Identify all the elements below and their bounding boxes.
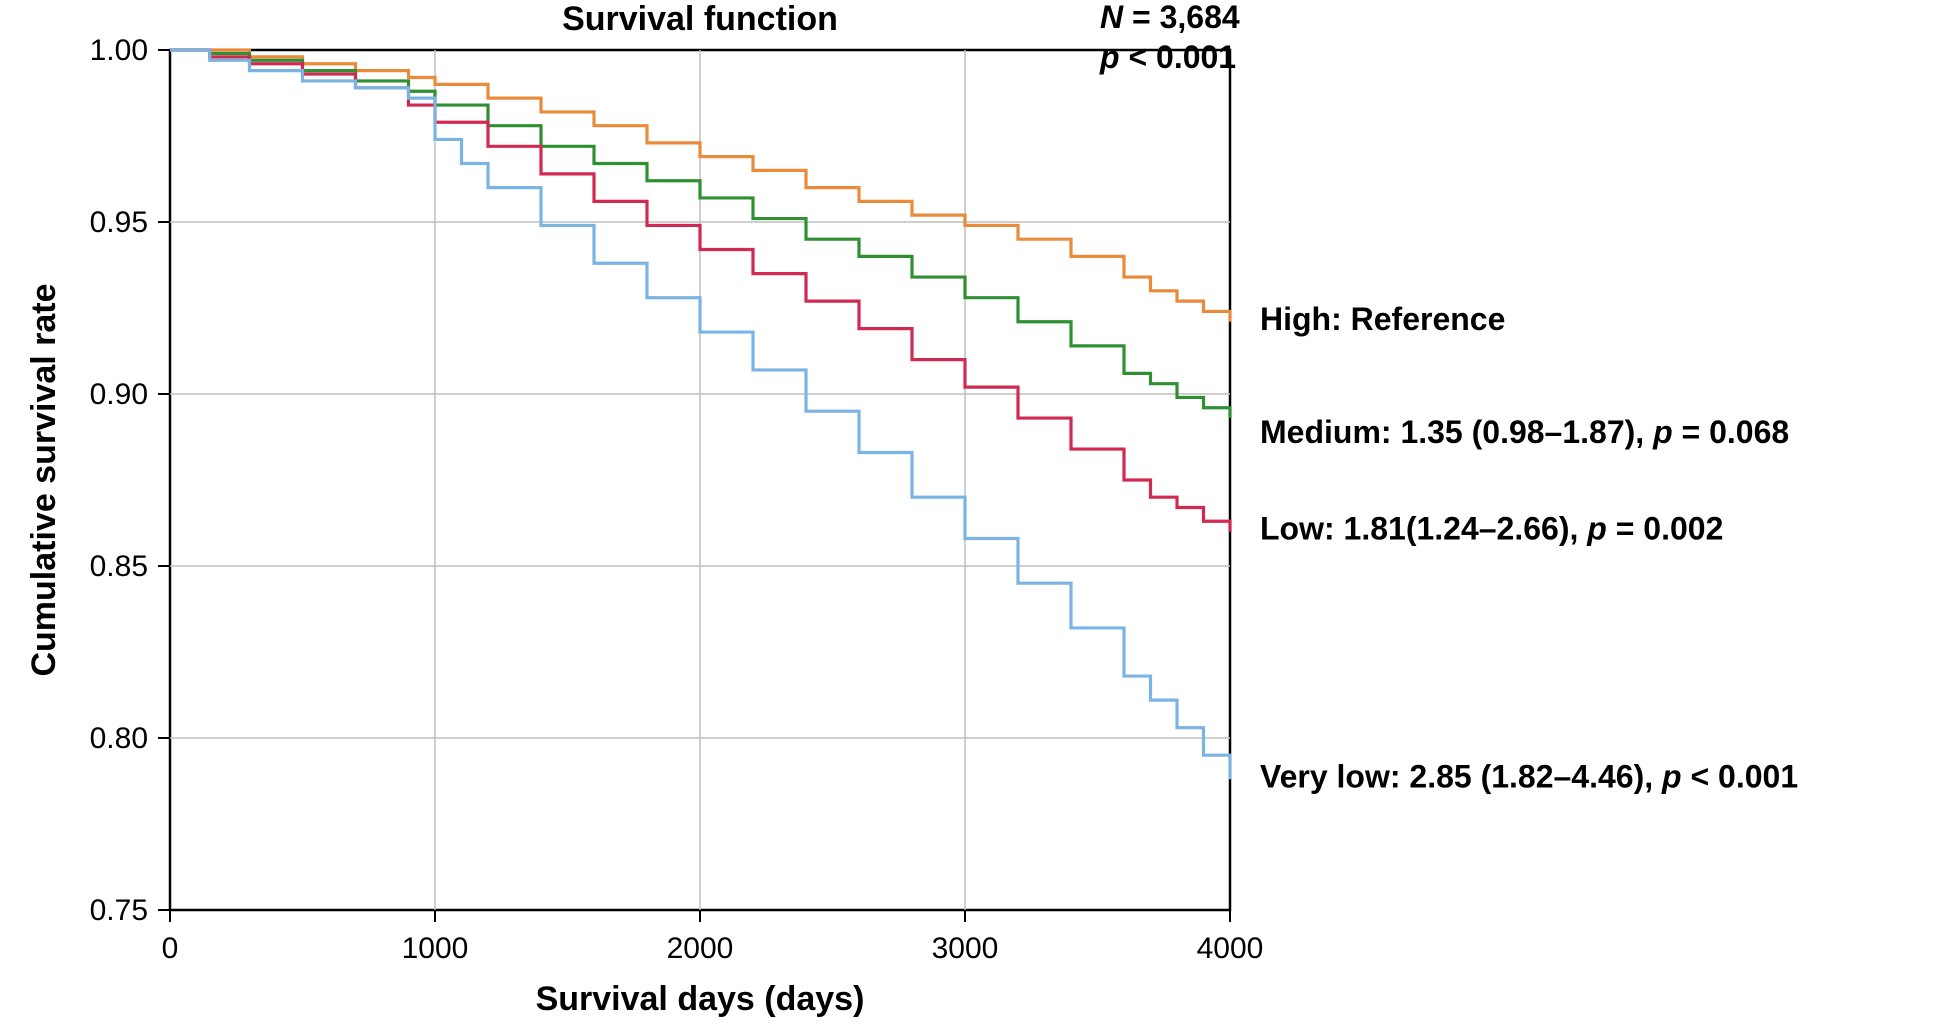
legend-low: Low: 1.81(1.24–2.66), p = 0.002 <box>1260 511 1723 547</box>
y-axis-label: Cumulative survival rate <box>25 283 63 676</box>
x-tick-label: 1000 <box>402 932 469 965</box>
legend-verylow: Very low: 2.85 (1.82–4.46), p < 0.001 <box>1260 758 1798 794</box>
x-tick-label: 2000 <box>667 932 734 965</box>
legend-medium: Medium: 1.35 (0.98–1.87), p = 0.068 <box>1260 414 1789 450</box>
x-tick-label: 3000 <box>932 932 999 965</box>
stats-n: N = 3,684 <box>1100 0 1240 35</box>
x-axis-label: Survival days (days) <box>536 980 865 1018</box>
x-tick-label: 4000 <box>1197 932 1264 965</box>
x-tick-label: 0 <box>162 932 179 965</box>
chart-title: Survival function <box>562 0 838 38</box>
y-tick-label: 0.90 <box>90 378 148 411</box>
y-tick-label: 0.80 <box>90 722 148 755</box>
stats-p: p < 0.001 <box>1099 39 1236 75</box>
y-tick-label: 1.00 <box>90 34 148 67</box>
chart-svg: 0 1000 2000 3000 4000 0.75 0.80 0.85 0.90 0.95 1.0… <box>0 0 1946 1026</box>
y-tick-label: 0.75 <box>90 894 148 927</box>
legend-high: High: Reference <box>1260 301 1505 337</box>
y-tick-label: 0.95 <box>90 206 148 239</box>
y-tick-label: 0.85 <box>90 550 148 583</box>
survival-chart: 0 1000 2000 3000 4000 0.75 0.80 0.85 0.90 0.95 1.0… <box>0 0 1946 1026</box>
